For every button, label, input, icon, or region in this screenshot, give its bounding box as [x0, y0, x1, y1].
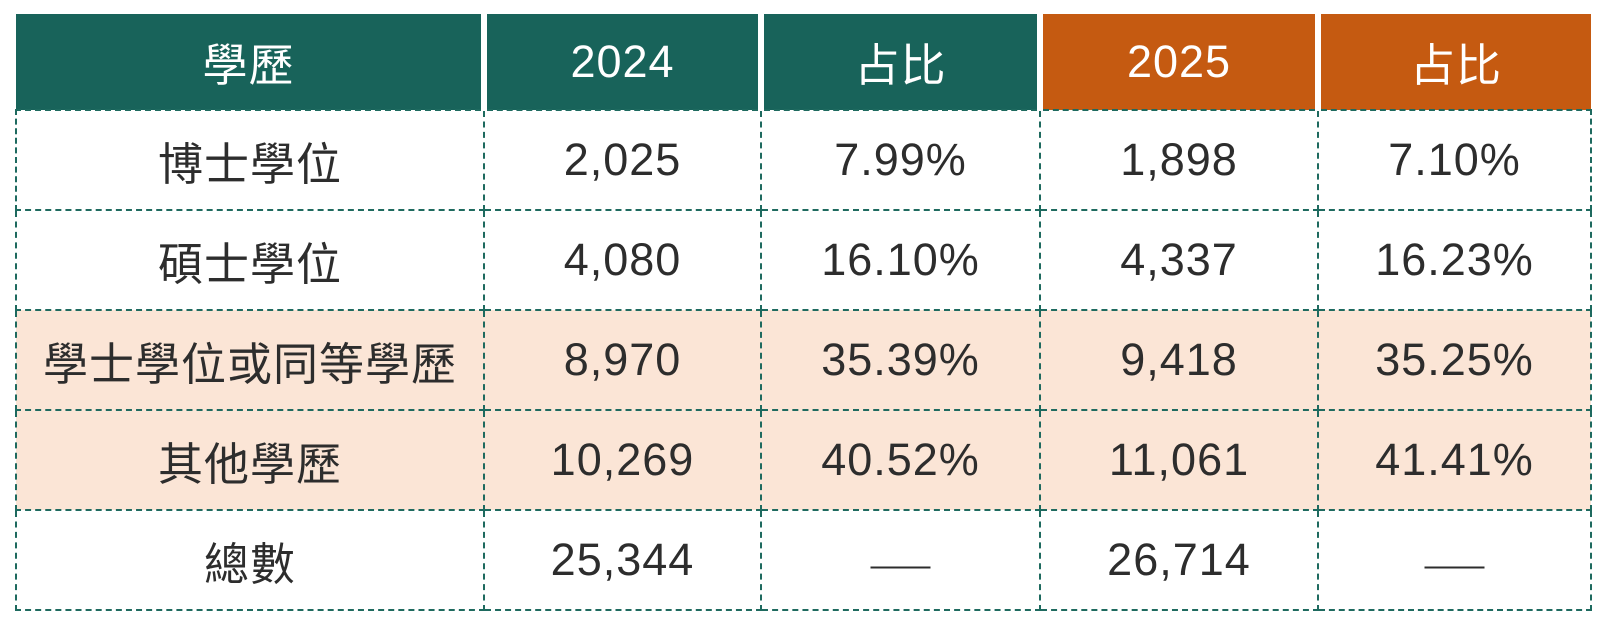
row-bachelors-2025-count: 9,418: [1039, 309, 1319, 411]
row-bachelors-label: 學士學位或同等學歷: [15, 309, 485, 411]
row-doctorate-2024-count: 2,025: [483, 109, 762, 211]
row-other-label: 其他學歷: [15, 409, 485, 511]
table-row-other: 其他學歷 10,269 40.52% 11,061 41.41%: [15, 409, 1592, 511]
header-cell-2025-share: 占比: [1315, 14, 1591, 110]
header-cell-2024: 2024: [481, 14, 761, 110]
row-other-2024-share: 40.52%: [760, 409, 1041, 511]
row-bachelors-2024-count: 8,970: [483, 309, 762, 411]
table-header: 學歷 2024 占比 2025 占比: [16, 14, 1591, 110]
table-row-doctorate: 博士學位 2,025 7.99% 1,898 7.10%: [15, 109, 1592, 211]
row-other-2025-share: 41.41%: [1317, 409, 1592, 511]
row-masters-label: 碩士學位: [15, 209, 485, 311]
row-other-2025-count: 11,061: [1039, 409, 1319, 511]
row-total-2024-share: ——: [760, 509, 1041, 611]
row-masters-2024-share: 16.10%: [760, 209, 1041, 311]
education-stats-table: 學歷 2024 占比 2025 占比 博士學位 2,025 7.99% 1,89…: [15, 14, 1592, 611]
row-bachelors-2024-share: 35.39%: [760, 309, 1041, 411]
row-doctorate-2025-count: 1,898: [1039, 109, 1319, 211]
table-row-bachelors: 學士學位或同等學歷 8,970 35.39% 9,418 35.25%: [15, 309, 1592, 411]
header-cell-education-level: 學歷: [16, 14, 484, 110]
row-masters-2024-count: 4,080: [483, 209, 762, 311]
education-stats-table-container: 學歷 2024 占比 2025 占比 博士學位 2,025 7.99% 1,89…: [15, 14, 1592, 611]
row-doctorate-label: 博士學位: [15, 109, 485, 211]
row-masters-2025-share: 16.23%: [1317, 209, 1592, 311]
row-total-2024-count: 25,344: [483, 509, 762, 611]
table-row-masters: 碩士學位 4,080 16.10% 4,337 16.23%: [15, 209, 1592, 311]
dash-placeholder: ——: [1424, 549, 1485, 582]
row-doctorate-2025-share: 7.10%: [1317, 109, 1592, 211]
table-row-total: 總數 25,344 —— 26,714 ——: [15, 509, 1592, 611]
header-cell-2025: 2025: [1037, 14, 1318, 110]
dash-placeholder: ——: [870, 549, 931, 582]
row-bachelors-2025-share: 35.25%: [1317, 309, 1592, 411]
row-other-2024-count: 10,269: [483, 409, 762, 511]
row-total-2025-count: 26,714: [1039, 509, 1319, 611]
row-total-label: 總數: [15, 509, 485, 611]
header-row: 學歷 2024 占比 2025 占比: [16, 14, 1591, 110]
header-cell-2024-share: 占比: [758, 14, 1040, 110]
table-body: 博士學位 2,025 7.99% 1,898 7.10% 碩士學位 4,080 …: [15, 109, 1592, 611]
row-masters-2025-count: 4,337: [1039, 209, 1319, 311]
row-total-2025-share: ——: [1317, 509, 1592, 611]
row-doctorate-2024-share: 7.99%: [760, 109, 1041, 211]
